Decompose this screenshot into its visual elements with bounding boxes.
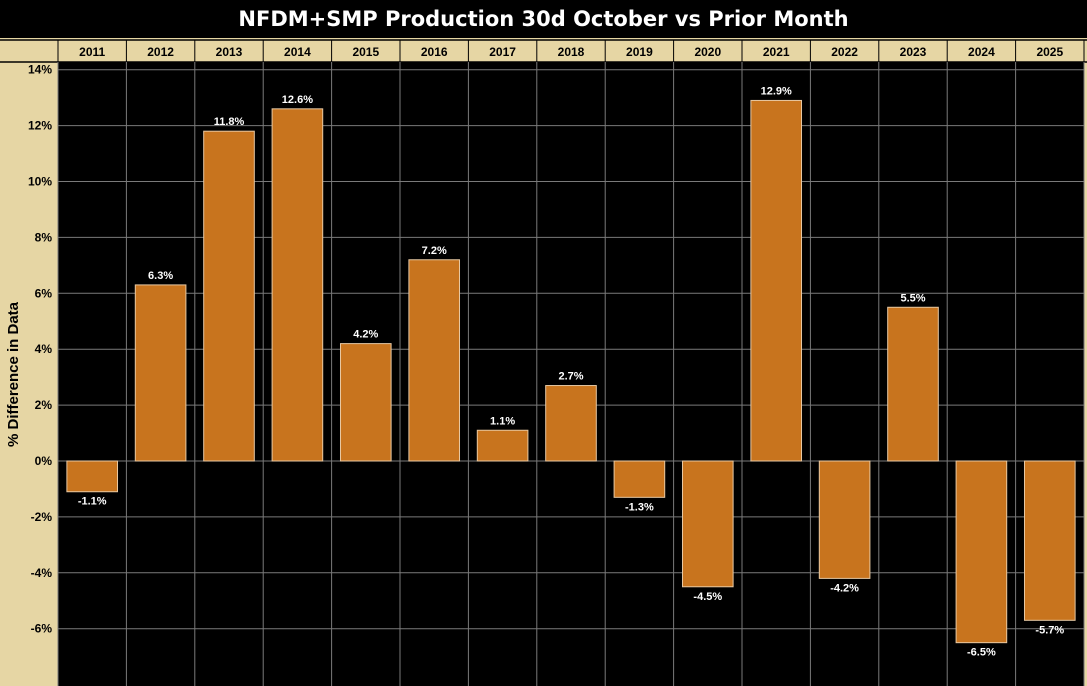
x-tick-label: 2016 bbox=[421, 45, 448, 59]
y-tick-label: -6% bbox=[31, 622, 53, 636]
y-tick-label: 4% bbox=[35, 342, 53, 356]
data-label: 4.2% bbox=[353, 329, 378, 341]
bar bbox=[613, 460, 666, 498]
x-tick-label: 2021 bbox=[763, 45, 790, 59]
data-label: -4.2% bbox=[830, 582, 859, 594]
bar bbox=[66, 460, 119, 493]
x-tick-label: 2015 bbox=[352, 45, 379, 59]
data-label: -5.7% bbox=[1035, 624, 1064, 636]
bar bbox=[750, 99, 803, 462]
bar bbox=[955, 460, 1008, 644]
data-label: -6.5% bbox=[967, 647, 996, 659]
x-tick-label: 2018 bbox=[558, 45, 585, 59]
x-tick-label: 2019 bbox=[626, 45, 653, 59]
data-label: 12.9% bbox=[761, 85, 792, 97]
data-label: 7.2% bbox=[422, 245, 447, 257]
bar bbox=[408, 259, 461, 462]
bar bbox=[1023, 460, 1076, 621]
x-tick-label: 2025 bbox=[1036, 45, 1063, 59]
bar bbox=[476, 429, 529, 462]
chart-title: NFDM+SMP Production 30d October vs Prior… bbox=[0, 0, 1087, 40]
x-tick-label: 2014 bbox=[284, 45, 311, 59]
data-label: -1.3% bbox=[625, 501, 654, 513]
y-tick-label: 6% bbox=[35, 286, 53, 300]
y-tick-label: -2% bbox=[31, 510, 53, 524]
data-label: 5.5% bbox=[900, 292, 925, 304]
data-label: 2.7% bbox=[558, 371, 583, 383]
data-label: 12.6% bbox=[282, 94, 313, 106]
y-tick-label: 0% bbox=[35, 454, 53, 468]
y-tick-label: 12% bbox=[28, 119, 52, 133]
bar bbox=[545, 385, 597, 462]
bar bbox=[887, 306, 939, 462]
bar bbox=[681, 460, 734, 588]
bar bbox=[339, 343, 392, 462]
data-label: 1.1% bbox=[490, 415, 515, 427]
y-tick-label: 14% bbox=[28, 63, 52, 77]
x-tick-label: 2022 bbox=[831, 45, 858, 59]
x-tick-label: 2017 bbox=[489, 45, 516, 59]
data-label: 11.8% bbox=[214, 116, 245, 128]
data-label: 6.3% bbox=[148, 270, 173, 282]
data-label: -4.5% bbox=[693, 591, 722, 603]
data-label: -1.1% bbox=[78, 496, 107, 508]
x-tick-label: 2011 bbox=[79, 45, 105, 59]
x-tick-label: 2013 bbox=[216, 45, 243, 59]
y-tick-label: -4% bbox=[31, 566, 53, 580]
y-tick-label: 10% bbox=[28, 175, 52, 189]
x-tick-label: 2023 bbox=[900, 45, 927, 59]
bar bbox=[818, 460, 871, 579]
y-tick-label: 2% bbox=[35, 398, 53, 412]
y-tick-label: 8% bbox=[35, 230, 53, 244]
x-tick-label: 2012 bbox=[147, 45, 174, 59]
bar bbox=[134, 284, 187, 462]
bar bbox=[203, 130, 255, 462]
bar bbox=[271, 108, 324, 462]
x-tick-label: 2020 bbox=[694, 45, 721, 59]
x-tick-label: 2024 bbox=[968, 45, 995, 59]
